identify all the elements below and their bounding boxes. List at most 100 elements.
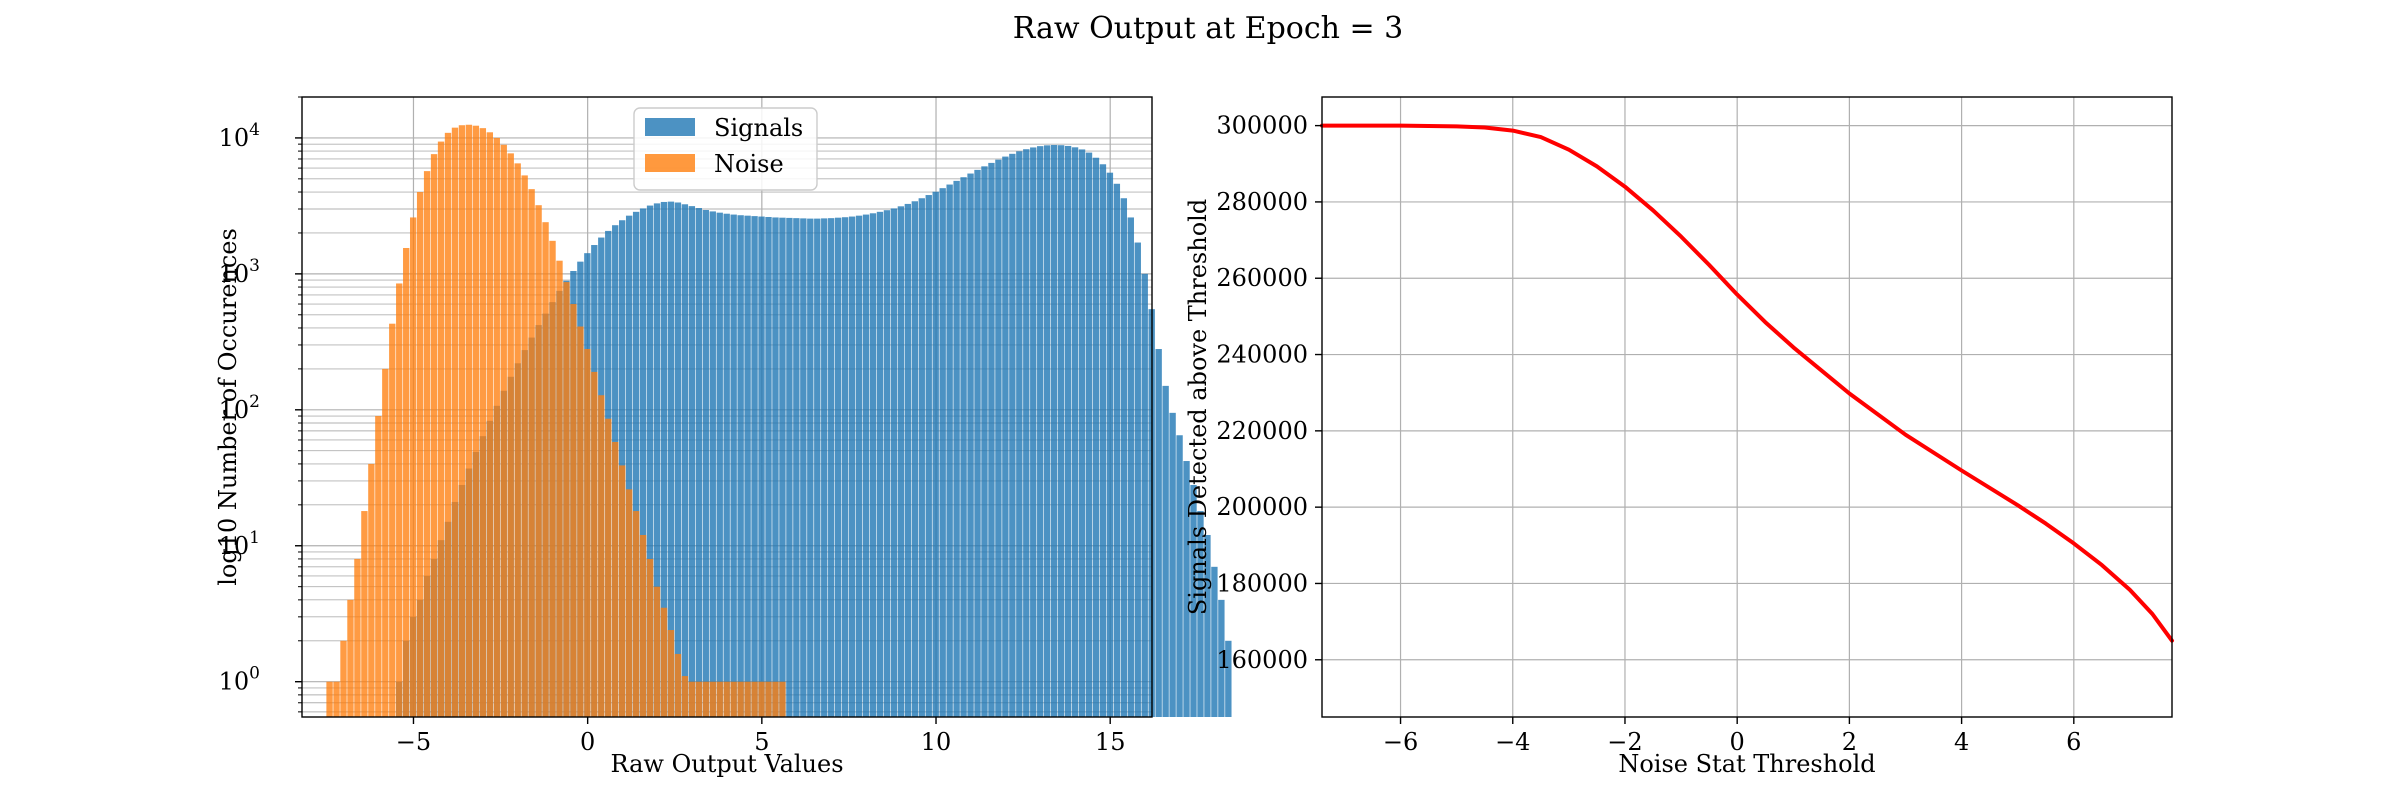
hist-bar-signals-109 bbox=[1155, 349, 1162, 717]
hist-bar-signals-102 bbox=[1106, 172, 1114, 718]
hist-bar-noise-53 bbox=[695, 681, 703, 717]
hist-ytick-label-0: 100 bbox=[219, 664, 260, 696]
hist-bar-noise-13 bbox=[416, 192, 424, 717]
line-ytick-label-6: 280000 bbox=[1216, 188, 1308, 216]
hist-bar-signals-57 bbox=[793, 218, 800, 717]
hist-bar-noise-19 bbox=[458, 125, 466, 717]
hist-bar-noise-30 bbox=[535, 205, 542, 717]
hist-bar-signals-99 bbox=[1085, 152, 1093, 718]
hist-bar-noise-27 bbox=[514, 163, 521, 717]
hist-bar-signals-48 bbox=[730, 214, 737, 717]
hist-bar-noise-31 bbox=[542, 222, 549, 717]
hist-bar-noise-23 bbox=[486, 132, 493, 718]
hist-bar-noise-8 bbox=[382, 368, 389, 717]
hist-bar-noise-0 bbox=[326, 681, 333, 717]
hist-bar-signals-35 bbox=[639, 208, 647, 717]
hist-bar-noise-3 bbox=[347, 599, 354, 717]
hist-bar-noise-32 bbox=[549, 240, 556, 717]
hist-bar-signals-60 bbox=[814, 218, 821, 717]
hist-bar-signals-58 bbox=[800, 218, 807, 717]
hist-bar-signals-106 bbox=[1134, 242, 1141, 717]
hist-bar-noise-9 bbox=[389, 323, 396, 717]
line-chart-x-axis-label: Noise Stat Threshold bbox=[1618, 750, 1875, 778]
line-ytick-label-7: 300000 bbox=[1216, 112, 1308, 140]
hist-bar-noise-63 bbox=[765, 681, 772, 717]
hist-bar-signals-96 bbox=[1064, 145, 1072, 717]
hist-bar-noise-59 bbox=[737, 681, 744, 717]
hist-bar-noise-33 bbox=[556, 260, 563, 717]
hist-bar-noise-41 bbox=[612, 441, 619, 717]
hist-bar-noise-7 bbox=[375, 416, 382, 717]
hist-bar-signals-112 bbox=[1176, 435, 1183, 717]
hist-bar-signals-49 bbox=[737, 215, 744, 717]
line-xtick-label-2: −2 bbox=[1607, 728, 1642, 756]
hist-bar-signals-95 bbox=[1057, 145, 1065, 718]
hist-bar-signals-80 bbox=[953, 180, 960, 717]
histogram-legend[interactable]: Signals Noise bbox=[633, 107, 818, 191]
hist-bar-noise-49 bbox=[667, 630, 675, 717]
hist-bar-signals-61 bbox=[821, 218, 828, 717]
hist-bar-signals-64 bbox=[841, 217, 849, 718]
hist-bar-signals-65 bbox=[848, 216, 856, 717]
hist-bar-signals-44 bbox=[702, 209, 709, 717]
hist-bar-signals-40 bbox=[674, 202, 682, 717]
line-ytick-label-2: 200000 bbox=[1216, 493, 1308, 521]
hist-bar-noise-37 bbox=[584, 349, 591, 717]
line-ytick-label-0: 160000 bbox=[1216, 646, 1308, 674]
hist-bar-signals-98 bbox=[1078, 149, 1086, 717]
hist-bar-noise-55 bbox=[709, 681, 716, 717]
hist-bar-noise-22 bbox=[479, 128, 487, 718]
hist-bar-signals-71 bbox=[890, 208, 898, 717]
histogram-plot-frame bbox=[301, 96, 1153, 718]
hist-bar-noise-57 bbox=[723, 681, 730, 717]
hist-ytick-label-4: 104 bbox=[219, 120, 260, 152]
hist-bar-noise-11 bbox=[403, 247, 410, 717]
hist-bar-noise-36 bbox=[577, 326, 584, 717]
hist-bar-noise-44 bbox=[632, 511, 640, 717]
hist-bar-signals-46 bbox=[716, 212, 723, 717]
hist-bar-signals-87 bbox=[1002, 156, 1009, 718]
hist-bar-signals-68 bbox=[869, 213, 877, 717]
hist-bar-signals-33 bbox=[625, 215, 633, 717]
hist-bar-signals-37 bbox=[653, 203, 661, 718]
hist-bar-signals-115 bbox=[1197, 511, 1204, 717]
hist-bar-noise-14 bbox=[423, 171, 431, 717]
hist-bar-signals-97 bbox=[1071, 147, 1079, 717]
hist-bar-signals-59 bbox=[807, 218, 814, 717]
line-xtick-label-1: −4 bbox=[1495, 728, 1530, 756]
line-chart-grid bbox=[1322, 97, 2172, 717]
hist-bar-signals-89 bbox=[1016, 151, 1023, 718]
hist-bar-signals-53 bbox=[765, 217, 772, 717]
hist-bar-signals-41 bbox=[681, 204, 689, 718]
hist-bar-signals-103 bbox=[1113, 183, 1121, 718]
hist-bar-noise-28 bbox=[521, 175, 528, 717]
hist-bar-signals-50 bbox=[744, 215, 751, 717]
line-xtick-label-5: 4 bbox=[1954, 728, 1969, 756]
hist-bar-signals-93 bbox=[1044, 145, 1051, 718]
hist-bar-signals-114 bbox=[1190, 484, 1197, 717]
hist-bar-signals-36 bbox=[646, 205, 654, 717]
hist-bar-noise-29 bbox=[528, 189, 535, 717]
hist-bar-noise-39 bbox=[598, 395, 605, 717]
hist-bar-noise-26 bbox=[507, 153, 514, 717]
hist-bar-signals-107 bbox=[1141, 273, 1148, 717]
hist-bar-signals-72 bbox=[897, 206, 905, 718]
hist-bar-signals-73 bbox=[904, 203, 912, 718]
line-ytick-label-3: 220000 bbox=[1216, 417, 1308, 445]
hist-bar-signals-43 bbox=[695, 208, 703, 717]
hist-bar-signals-90 bbox=[1023, 149, 1030, 718]
line-chart-plot-frame bbox=[1321, 96, 2173, 718]
hist-bar-noise-35 bbox=[570, 304, 577, 717]
line-xtick-label-4: 2 bbox=[1842, 728, 1857, 756]
threshold-line-panel: −6 −4 −2 0 2 4 6 160000 180000 200000 220000 24000… bbox=[1184, 96, 2174, 778]
hist-bar-noise-17 bbox=[444, 132, 452, 718]
legend-label-signals: Signals bbox=[714, 114, 803, 142]
hist-bar-signals-78 bbox=[939, 188, 946, 717]
hist-bar-signals-81 bbox=[960, 177, 967, 717]
hist-bar-signals-110 bbox=[1162, 385, 1169, 717]
hist-bar-noise-46 bbox=[646, 558, 654, 717]
figure-title: Raw Output at Epoch = 3 bbox=[1013, 11, 1404, 46]
hist-bar-noise-21 bbox=[472, 125, 480, 718]
hist-bar-noise-48 bbox=[660, 607, 668, 717]
